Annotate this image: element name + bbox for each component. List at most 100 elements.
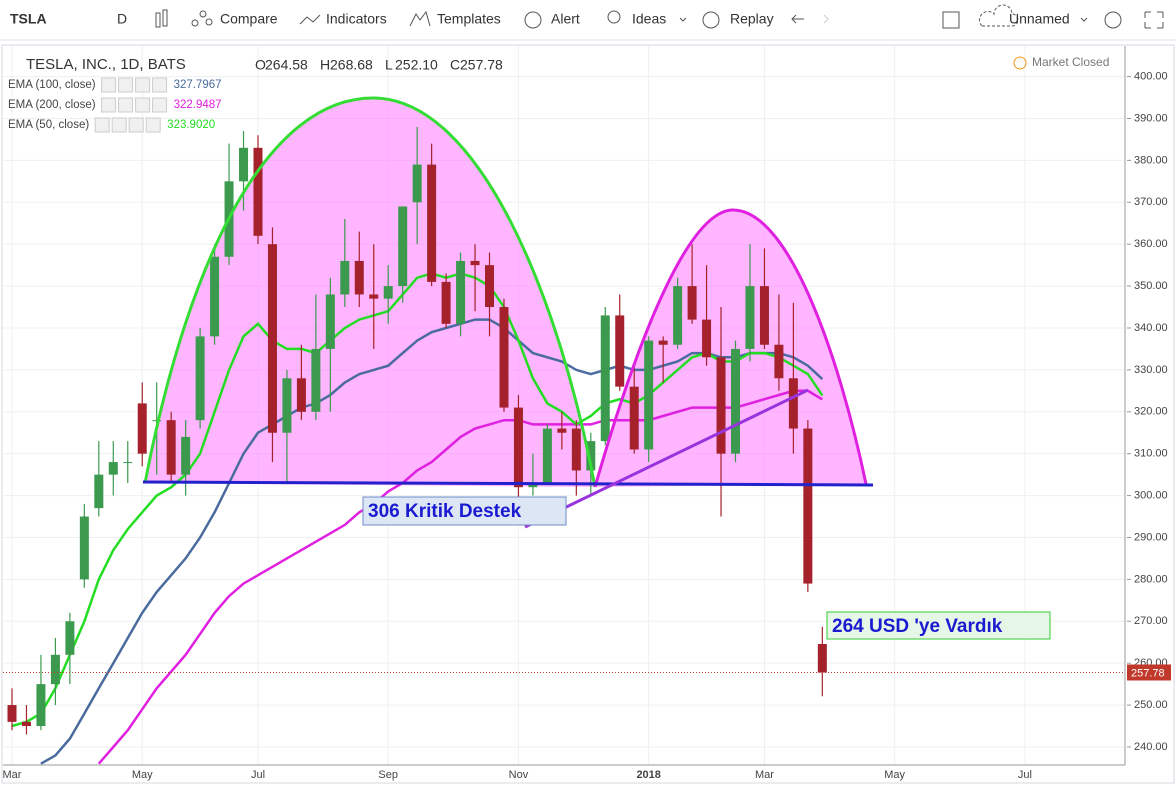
candle-body — [542, 428, 552, 484]
candle-body — [267, 244, 277, 433]
ema-line — [11, 272, 824, 728]
legend-name: EMA (100, close) — [8, 79, 96, 91]
plot: 240.00250.00260.00270.00280.00290.00300.… — [3, 46, 1171, 781]
candle-body — [311, 348, 321, 412]
legend-button — [152, 97, 168, 113]
y-tick-label: 300.00 — [1134, 489, 1168, 501]
candle-body — [50, 654, 60, 685]
ema-line — [97, 389, 823, 765]
candle-body — [412, 164, 422, 203]
y-tick-label: 240.00 — [1134, 741, 1168, 753]
x-tick-label: Nov — [509, 769, 529, 781]
candle-body — [528, 483, 538, 488]
candle-body — [108, 462, 118, 475]
chart-frame — [1, 44, 1175, 784]
candle-body — [731, 348, 740, 454]
toolbar-button[interactable]: Compare — [220, 11, 278, 27]
legend-value: 323.9020 — [167, 119, 215, 131]
toolbar-button[interactable]: Templates — [437, 11, 501, 27]
layout-name[interactable]: Unnamed — [1009, 11, 1070, 27]
candle-body — [383, 286, 393, 299]
right-dome-outline — [593, 208, 868, 488]
y-tick-label: 280.00 — [1134, 573, 1168, 585]
candle-body — [427, 164, 437, 282]
y-tick-label: 320.00 — [1134, 406, 1168, 418]
legend-button — [135, 97, 151, 113]
candle-body — [759, 286, 769, 345]
candle-body — [600, 315, 610, 442]
candle-body — [774, 344, 784, 379]
annotation: 306 Kritik Destek — [368, 501, 522, 522]
ohlc-value: 252.10 — [395, 57, 438, 73]
candle-body — [716, 357, 726, 454]
x-tick-label: May — [884, 769, 905, 781]
candle-body — [65, 621, 75, 655]
toolbar: TSLA D Compare Indicators Templates Aler… — [0, 0, 1176, 41]
icons — [155, 4, 1164, 29]
candle-body — [513, 407, 523, 488]
legend-button — [101, 77, 117, 93]
price-tag — [1127, 664, 1171, 681]
legend-value: 322.9487 — [174, 99, 222, 111]
legend-button — [152, 77, 168, 93]
ema-line — [40, 318, 824, 765]
legend-button — [128, 117, 144, 133]
legend-name: EMA (200, close) — [8, 99, 96, 111]
y-tick-label: 290.00 — [1134, 531, 1168, 543]
toolbar-button[interactable]: Ideas — [632, 11, 666, 27]
x-tick-label: Sep — [378, 769, 398, 781]
legend-name: EMA (50, close) — [8, 119, 89, 131]
y-tick-label: 330.00 — [1134, 364, 1168, 376]
toolbar-button[interactable]: Indicators — [326, 11, 387, 27]
candle-body — [571, 428, 581, 471]
x-tick-label: Jul — [251, 769, 265, 781]
y-tick-label: 350.00 — [1134, 280, 1168, 292]
candle-body — [152, 420, 162, 422]
y-tick-label: 310.00 — [1134, 448, 1168, 460]
price-tag-label: 257.78 — [1131, 667, 1165, 679]
candle-body — [79, 516, 89, 580]
candle-body — [615, 315, 625, 387]
legend-button — [118, 97, 134, 113]
ohlc-prefix: C — [450, 57, 460, 73]
trend-line — [524, 388, 809, 529]
ohlc-value: 257.78 — [460, 57, 503, 73]
candle-body — [36, 684, 46, 727]
y-tick-label: 250.00 — [1134, 699, 1168, 711]
toolbar-button[interactable]: Alert — [551, 11, 580, 27]
symbol[interactable]: TSLA — [10, 11, 47, 27]
candle-body — [354, 260, 364, 295]
candle-body — [644, 340, 654, 450]
x-tick-label: Mar — [3, 769, 22, 781]
candle-body — [166, 420, 176, 475]
annotation: 264 USD 'ye Vardık — [832, 616, 1003, 637]
annotation-box — [362, 496, 567, 526]
x-tick-label: May — [132, 769, 153, 781]
legend-value: 327.7967 — [174, 79, 222, 91]
candle-body — [253, 147, 263, 236]
candle-body — [181, 436, 191, 475]
chart-title: TESLA, INC., 1D, BATS — [26, 56, 186, 73]
candle-body — [94, 474, 104, 509]
status-icon — [1013, 56, 1027, 70]
x-tick-label: Mar — [755, 769, 774, 781]
y-tick-label: 340.00 — [1134, 322, 1168, 334]
candle-body — [325, 294, 335, 349]
interval[interactable]: D — [117, 11, 127, 27]
candle-body — [557, 428, 567, 433]
legend-button — [135, 77, 151, 93]
candle-body — [485, 265, 495, 308]
ohlc-value: 268.68 — [330, 57, 373, 73]
candle-body — [369, 294, 379, 299]
candle-body — [629, 386, 639, 450]
y-tick-label: 360.00 — [1134, 238, 1168, 250]
left-dome-outline — [143, 96, 597, 488]
candle-body — [137, 403, 147, 454]
legend-button — [118, 77, 134, 93]
candle-body — [441, 281, 451, 324]
ohlc-prefix: L — [385, 57, 393, 73]
candle-body — [296, 378, 306, 412]
ohlc-prefix: H — [320, 57, 330, 73]
toolbar-button[interactable]: Replay — [730, 11, 774, 27]
